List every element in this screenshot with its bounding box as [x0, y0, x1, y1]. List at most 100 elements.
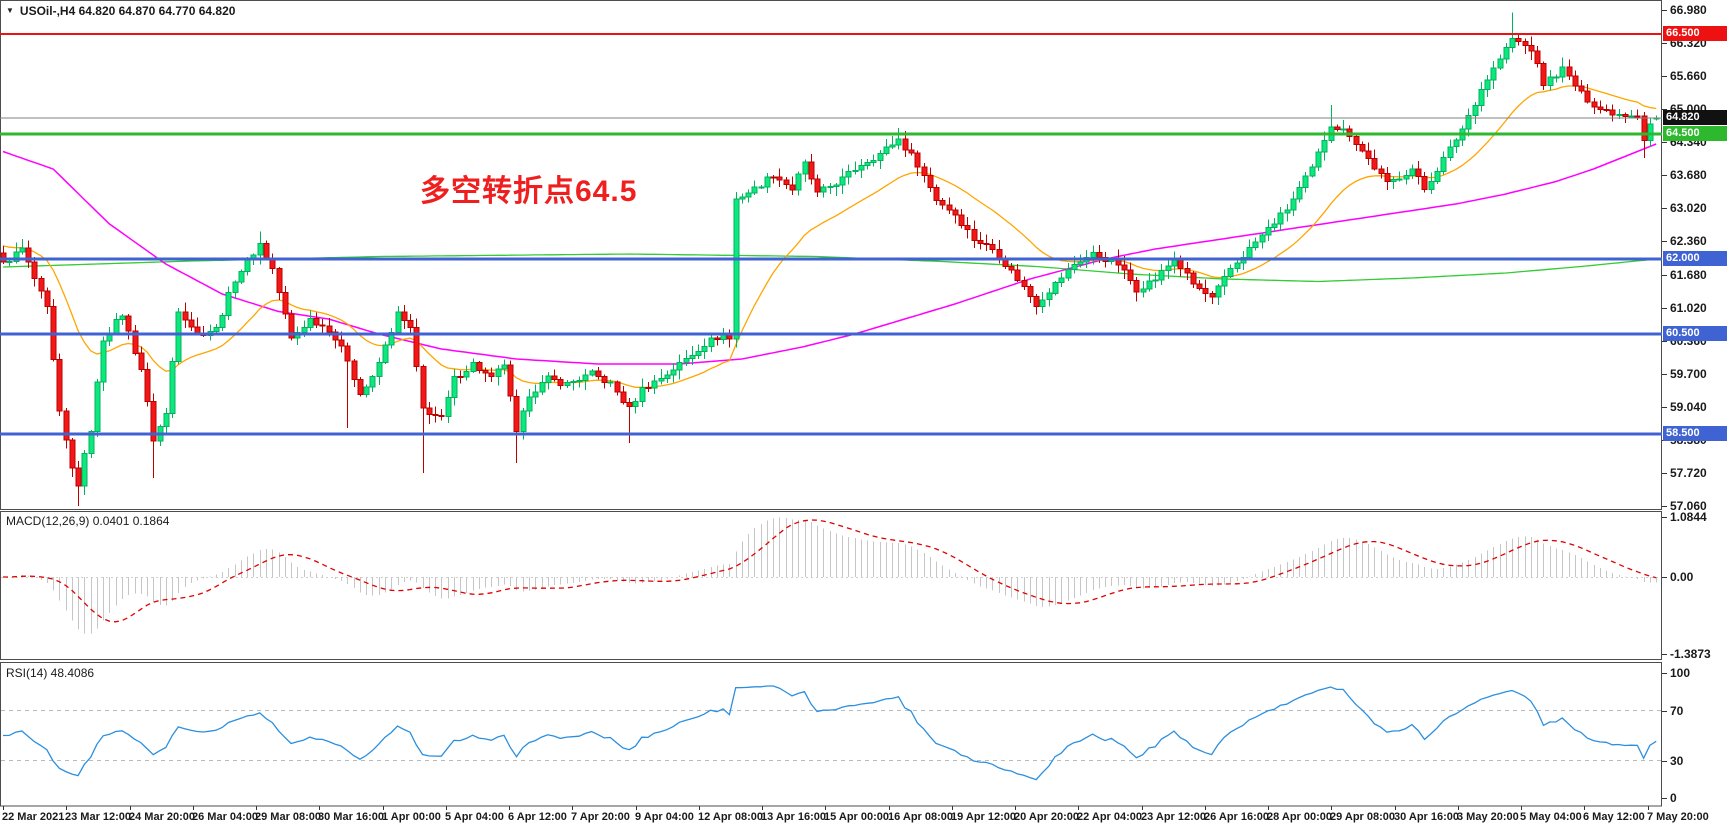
axis-tick-label: 65.660: [1670, 69, 1707, 83]
time-axis-label: 6 May 12:00: [1583, 811, 1645, 823]
axis-tick: [1662, 341, 1667, 342]
time-axis-tick: [66, 806, 67, 810]
macd-histogram: [16, 517, 1657, 634]
rsi-indicator-label: RSI(14) 48.4086: [6, 666, 95, 680]
time-axis-label: 7 Apr 20:00: [571, 811, 630, 823]
axis-tick-label: -1.3873: [1670, 647, 1711, 661]
time-axis-label: 26 Mar 04:00: [192, 811, 259, 823]
time-axis-tick: [572, 806, 573, 810]
axis-tick-label: 59.700: [1670, 367, 1707, 381]
axis-tick: [1662, 473, 1667, 474]
axis-tick-label: 61.020: [1670, 301, 1707, 315]
macd-indicator-label: MACD(12,26,9) 0.0401 0.1864: [6, 514, 170, 528]
time-axis-label: 5 Apr 04:00: [445, 811, 504, 823]
price-level-badge: 64.500: [1663, 126, 1727, 141]
moving-averages: [2, 85, 1657, 389]
axis-tick: [1662, 142, 1667, 143]
time-axis-tick: [130, 806, 131, 810]
time-axis-label: 9 Apr 04:00: [635, 811, 694, 823]
axis-tick: [1662, 711, 1667, 712]
time-axis-label: 16 Apr 08:00: [888, 811, 954, 823]
axis-tick-label: 30: [1670, 754, 1684, 768]
time-axis-tick: [1205, 806, 1206, 810]
time-axis-tick: [636, 806, 637, 810]
axis-tick-label: 57.720: [1670, 466, 1707, 480]
time-axis-tick: [383, 806, 384, 810]
time-axis-tick: [1648, 806, 1649, 810]
panel-frames: [0, 0, 1662, 807]
rsi-panel-graphics: [1, 685, 1661, 781]
time-axis-tick: [825, 806, 826, 810]
axis-tick: [1662, 654, 1667, 655]
mid-ma-magenta: [2, 143, 1657, 365]
axis-tick-label: 0.00: [1670, 570, 1694, 584]
time-axis-tick: [1015, 806, 1016, 810]
time-axis-label: 7 May 20:00: [1647, 811, 1709, 823]
axis-tick: [1662, 374, 1667, 375]
axis-tick-label: 62.360: [1670, 234, 1707, 248]
axis-tick: [1662, 577, 1667, 578]
axis-tick-label: 59.040: [1670, 400, 1707, 414]
time-axis-label: 6 Apr 12:00: [508, 811, 567, 823]
time-axis-label: 5 May 04:00: [1520, 811, 1582, 823]
axis-tick-label: 100: [1670, 666, 1691, 680]
time-axis-label: 20 Apr 20:00: [1014, 811, 1080, 823]
horizontal-level-lines[interactable]: [0, 33, 1662, 436]
axis-tick-label: 63.020: [1670, 201, 1707, 215]
time-axis-label: 29 Apr 08:00: [1330, 811, 1396, 823]
time-axis-label: 28 Apr 00:00: [1267, 811, 1333, 823]
time-axis-tick: [1458, 806, 1459, 810]
axis-tick: [1662, 43, 1667, 44]
time-axis-tick: [1078, 806, 1079, 810]
time-axis-tick: [3, 806, 4, 810]
candles: [0, 12, 1660, 506]
axis-tick: [1662, 175, 1667, 176]
axis-tick-label: 57.060: [1670, 499, 1707, 513]
chevron-down-icon[interactable]: ▼: [6, 6, 14, 15]
axis-tick: [1662, 673, 1667, 674]
axis-tick-label: 63.680: [1670, 168, 1707, 182]
price-level-badge: 60.500: [1663, 326, 1727, 341]
time-axis-label: 30 Mar 16:00: [318, 811, 385, 823]
time-axis-tick: [1521, 806, 1522, 810]
annotation-text[interactable]: 多空转折点64.5: [420, 175, 638, 208]
axis-tick-label: 0: [1670, 791, 1677, 805]
time-axis-label: 23 Mar 12:00: [65, 811, 132, 823]
axis-tick: [1662, 109, 1667, 110]
price-level-badge: 62.000: [1663, 251, 1727, 266]
time-axis-tick: [446, 806, 447, 810]
symbol-ohlc-text: USOil-,H4 64.820 64.870 64.770 64.820: [19, 4, 236, 18]
time-axis-label: 13 Apr 16:00: [761, 811, 827, 823]
axis-tick: [1662, 275, 1667, 276]
time-axis-tick: [762, 806, 763, 810]
time-axis-label: 22 Apr 04:00: [1077, 811, 1143, 823]
time-axis-label: 1 Apr 00:00: [382, 811, 441, 823]
time-axis-tick: [952, 806, 953, 810]
axis-tick-label: 66.980: [1670, 3, 1707, 17]
time-axis-label: 24 Mar 20:00: [129, 811, 196, 823]
axis-tick-label: 70: [1670, 704, 1684, 718]
time-axis-tick: [1395, 806, 1396, 810]
time-axis-label: 22 Mar 2021: [2, 811, 65, 823]
time-axis-tick: [889, 806, 890, 810]
axis-tick: [1662, 798, 1667, 799]
axis-tick-label: 1.0844: [1670, 510, 1707, 524]
time-axis-tick: [509, 806, 510, 810]
time-axis-tick: [1584, 806, 1585, 810]
fast-ma-orange: [2, 85, 1657, 389]
axis-tick: [1662, 407, 1667, 408]
axis-tick: [1662, 76, 1667, 77]
axis-tick: [1662, 761, 1667, 762]
time-axis-tick: [256, 806, 257, 810]
time-axis-label: 30 Apr 16:00: [1394, 811, 1460, 823]
macd-panel-graphics: [1, 517, 1661, 634]
price-level-badge: 58.500: [1663, 426, 1727, 441]
symbol-info-bar: ▼ USOil-,H4 64.820 64.870 64.770 64.820: [6, 4, 235, 18]
time-axis-label: 29 Mar 08:00: [255, 811, 322, 823]
time-axis-label: 15 Apr 00:00: [824, 811, 890, 823]
macd-signal-line: [3, 519, 1657, 623]
time-axis-label: 26 Apr 16:00: [1204, 811, 1270, 823]
axis-tick: [1662, 506, 1667, 507]
